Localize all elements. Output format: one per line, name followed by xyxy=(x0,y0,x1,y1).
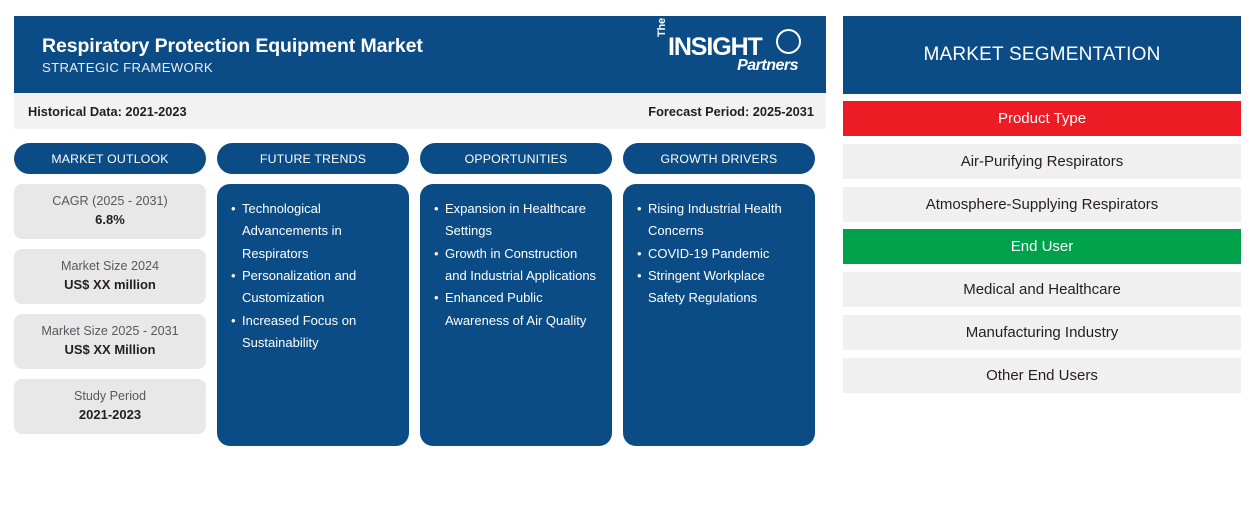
metric-card-study-period: Study Period 2021-2023 xyxy=(14,379,206,434)
metric-value: 2021-2023 xyxy=(78,407,142,423)
framework-columns: MARKET OUTLOOK CAGR (2025 - 2031) 6.8% M… xyxy=(14,143,826,446)
column-market-outlook: MARKET OUTLOOK CAGR (2025 - 2031) 6.8% M… xyxy=(14,143,206,446)
list-item: Technological Advancements in Respirator… xyxy=(231,198,397,265)
list-item: Increased Focus on Sustainability xyxy=(231,310,397,355)
opportunities-card: Expansion in Healthcare Settings Growth … xyxy=(420,184,612,446)
list-item: Manufacturing Industry xyxy=(843,315,1241,350)
metric-card-stack: CAGR (2025 - 2031) 6.8% Market Size 2024… xyxy=(14,184,206,434)
metric-label: Market Size 2024 xyxy=(60,259,159,274)
future-trends-card: Technological Advancements in Respirator… xyxy=(217,184,409,446)
list-item: Atmosphere-Supplying Respirators xyxy=(843,187,1241,222)
page-title: Respiratory Protection Equipment Market xyxy=(42,34,423,57)
metric-label: Study Period xyxy=(73,389,147,404)
column-future-trends: FUTURE TRENDS Technological Advancements… xyxy=(217,143,409,446)
logo-insight-text: INSIGHT xyxy=(668,32,763,61)
list-item: Stringent Workplace Safety Regulations xyxy=(637,265,803,310)
list-item: Air-Purifying Respirators xyxy=(843,144,1241,179)
opportunities-list: Expansion in Healthcare Settings Growth … xyxy=(434,198,600,332)
column-header-opportunities: OPPORTUNITIES xyxy=(420,143,612,174)
growth-drivers-card: Rising Industrial Health Concerns COVID-… xyxy=(623,184,815,446)
metric-label: CAGR (2025 - 2031) xyxy=(52,194,168,209)
metric-value: US$ XX Million xyxy=(64,342,156,358)
future-trends-list: Technological Advancements in Respirator… xyxy=(231,198,397,355)
metric-card-market-size-forecast: Market Size 2025 - 2031 US$ XX Million xyxy=(14,314,206,369)
market-framework-panel: Respiratory Protection Equipment Market … xyxy=(14,16,826,446)
metric-card-market-size-2024: Market Size 2024 US$ XX million xyxy=(14,249,206,304)
list-item: Growth in Construction and Industrial Ap… xyxy=(434,243,600,288)
segment-category-end-user: End User xyxy=(843,229,1241,264)
header-text-group: Respiratory Protection Equipment Market … xyxy=(14,34,423,75)
metric-value: US$ XX million xyxy=(64,277,156,293)
metric-card-cagr: CAGR (2025 - 2031) 6.8% xyxy=(14,184,206,239)
column-growth-drivers: GROWTH DRIVERS Rising Industrial Health … xyxy=(623,143,815,446)
list-item: Rising Industrial Health Concerns xyxy=(637,198,803,243)
metric-label: Market Size 2025 - 2031 xyxy=(41,324,179,339)
segment-category-product-type: Product Type xyxy=(843,101,1241,136)
list-item: Other End Users xyxy=(843,358,1241,393)
forecast-period-label: Forecast Period: 2025-2031 xyxy=(648,103,814,119)
column-header-growth-drivers: GROWTH DRIVERS xyxy=(623,143,815,174)
logo-circle-icon xyxy=(776,28,801,54)
metric-value: 6.8% xyxy=(95,212,125,228)
page-subtitle: STRATEGIC FRAMEWORK xyxy=(42,60,214,76)
segmentation-title: MARKET SEGMENTATION xyxy=(843,16,1241,94)
study-period-band: Historical Data: 2021-2023 Forecast Peri… xyxy=(14,93,826,129)
list-item: Enhanced Public Awareness of Air Quality xyxy=(434,287,600,332)
column-header-market-outlook: MARKET OUTLOOK xyxy=(14,143,206,174)
insight-partners-logo: The INSIGHT Partners xyxy=(654,18,804,81)
header-bar: Respiratory Protection Equipment Market … xyxy=(14,16,826,93)
logo-the-text: The xyxy=(656,17,668,37)
column-header-future-trends: FUTURE TRENDS xyxy=(217,143,409,174)
growth-drivers-list: Rising Industrial Health Concerns COVID-… xyxy=(637,198,803,310)
list-item: Expansion in Healthcare Settings xyxy=(434,198,600,243)
historical-data-label: Historical Data: 2021-2023 xyxy=(28,103,187,119)
list-item: COVID-19 Pandemic xyxy=(637,243,803,266)
list-item: Medical and Healthcare xyxy=(843,272,1241,307)
list-item: Personalization and Customization xyxy=(231,265,397,310)
market-segmentation-panel: MARKET SEGMENTATION Product Type Air-Pur… xyxy=(843,16,1241,393)
logo-partners-text: Partners xyxy=(737,56,798,74)
column-opportunities: OPPORTUNITIES Expansion in Healthcare Se… xyxy=(420,143,612,446)
